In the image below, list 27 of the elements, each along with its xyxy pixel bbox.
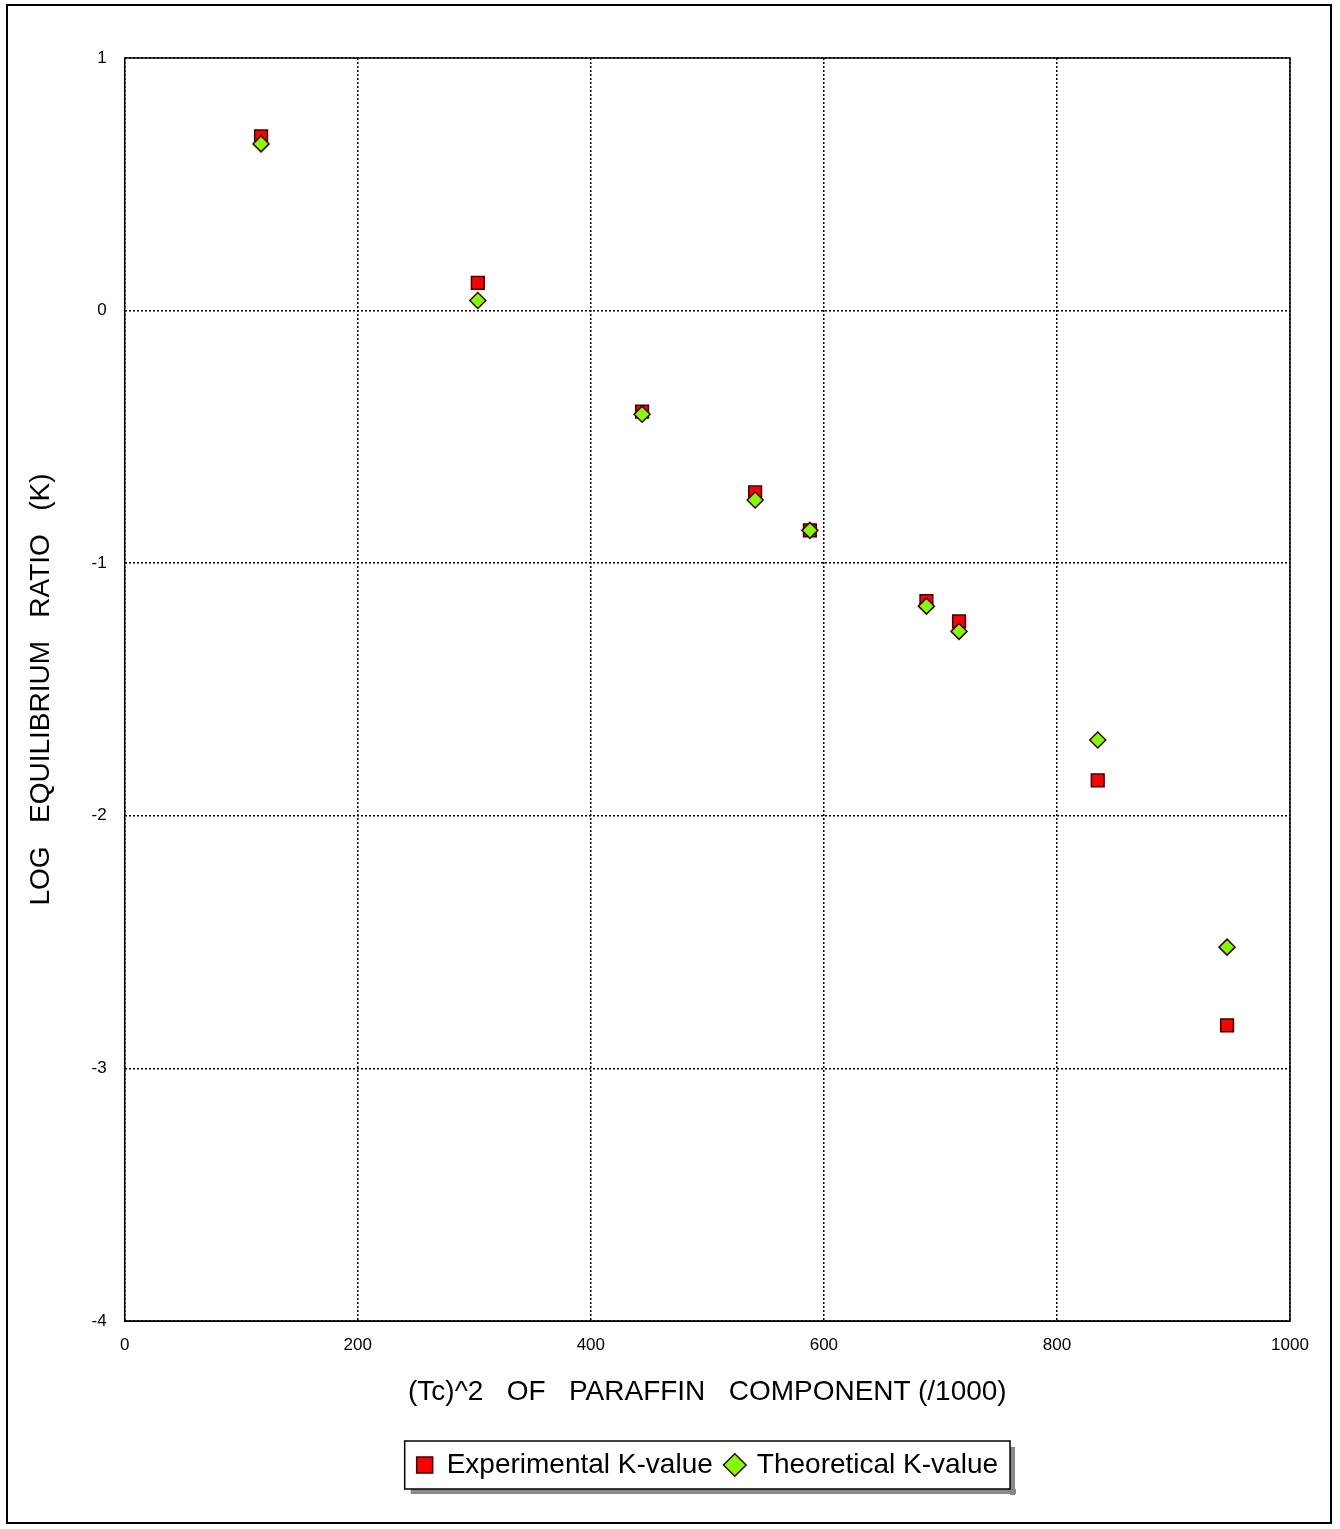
x-tick-label: 800: [1042, 1334, 1072, 1354]
point: [917, 597, 936, 615]
point: [252, 135, 270, 153]
y-tick-label: -3: [91, 1058, 107, 1078]
x-tick-label: 1000: [1271, 1334, 1309, 1354]
y-tick-label: 1: [97, 47, 107, 67]
point: [1088, 731, 1107, 749]
legend-label: Theoretical K-value: [756, 1447, 999, 1479]
point: [633, 405, 651, 423]
y-axis-title: LOG EQUILIBRIUM RATIO (K): [23, 473, 55, 906]
y-tick-label: 0: [97, 300, 107, 320]
point: [950, 622, 968, 641]
x-tick-label: 600: [809, 1334, 839, 1354]
point: [1218, 938, 1236, 956]
point: [470, 275, 485, 290]
x-tick-label: 0: [119, 1334, 130, 1354]
x-tick-label: 200: [343, 1334, 372, 1354]
x-axis-title: (Tc)^2 OF PARAFFIN COMPONENT (/1000): [408, 1374, 1007, 1406]
point: [1219, 1018, 1235, 1033]
x-tick-label: 400: [576, 1334, 606, 1354]
legend-label: Experimental K-value: [446, 1447, 713, 1479]
y-tick-label: -1: [91, 552, 107, 572]
point: [746, 491, 764, 509]
point: [469, 291, 487, 310]
y-tick-label: -4: [91, 1310, 107, 1330]
y-tick-label: -2: [91, 805, 107, 825]
point: [1090, 773, 1105, 788]
